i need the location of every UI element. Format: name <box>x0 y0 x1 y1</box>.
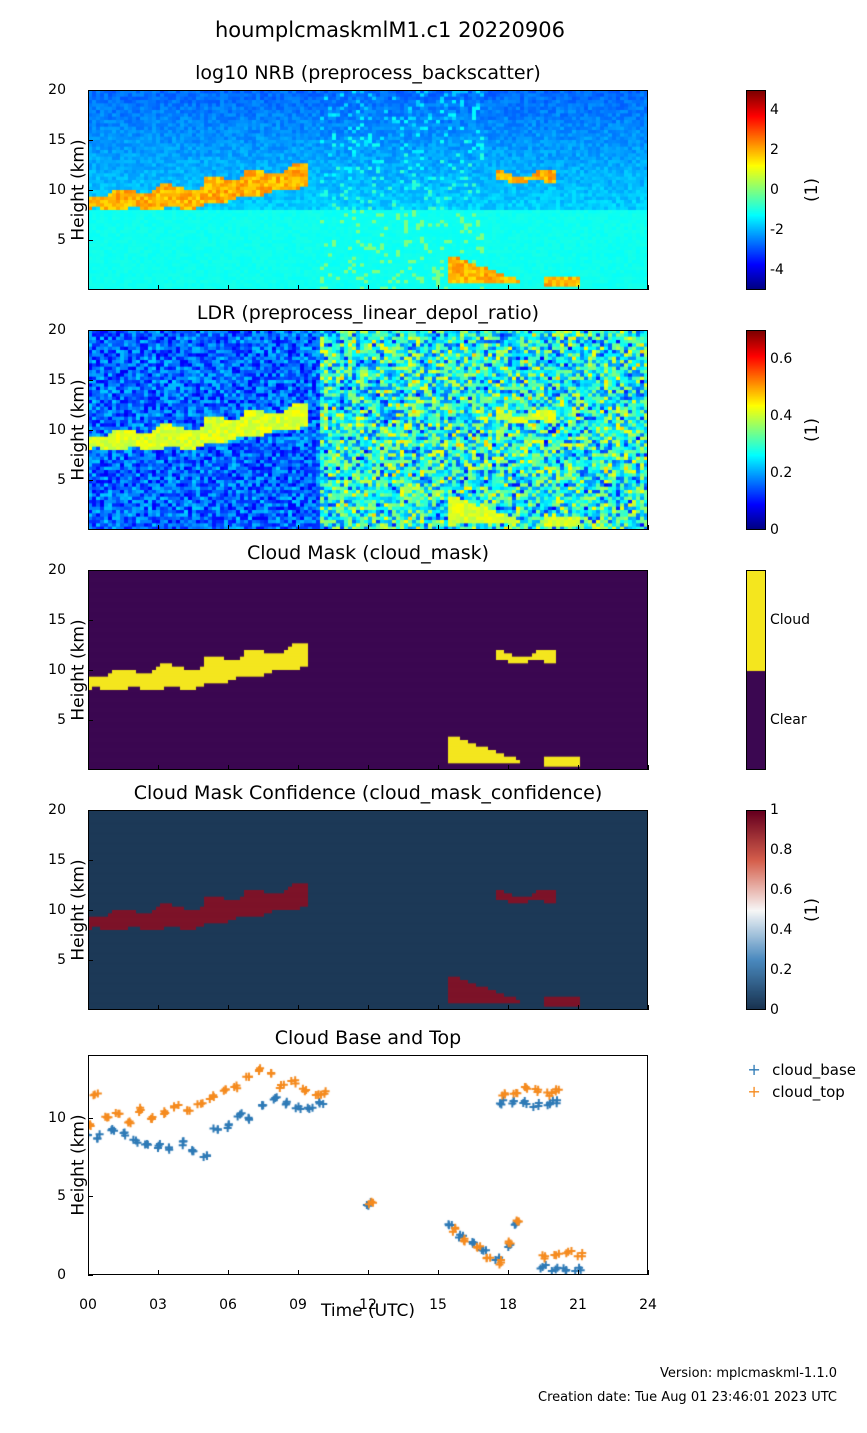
plot-canvas <box>88 570 648 770</box>
legend-label: cloud_base <box>772 1061 856 1079</box>
y-tick: 15 <box>48 852 66 868</box>
y-axis-label: Height (km) <box>69 379 89 480</box>
legend-marker-icon: + <box>746 1063 762 1077</box>
colorbar-tick: Clear <box>770 712 807 728</box>
y-tick: 10 <box>48 422 66 438</box>
panel-conf: Cloud Mask Confidence (cloud_mask_confid… <box>88 810 648 1010</box>
y-axis-label: Height (km) <box>69 859 89 960</box>
footer-version: Version: mplcmaskml-1.1.0 <box>660 1366 837 1381</box>
panel-basetop: Cloud Base and TopHeight (km)05100003060… <box>88 1055 648 1275</box>
colorbar-tick: 0.6 <box>770 882 792 898</box>
colorbar: CloudClear <box>746 570 766 770</box>
plot-area: Height (km)5101520(1)00.20.40.6 <box>88 330 648 530</box>
colorbar-tick: 0 <box>770 1002 779 1018</box>
plot-area: Height (km)5101520CloudClear <box>88 570 648 770</box>
y-tick: 5 <box>57 712 66 728</box>
y-tick: 10 <box>48 902 66 918</box>
colorbar-tick: 4 <box>770 102 779 118</box>
plot-canvas <box>88 90 648 290</box>
y-tick: 0 <box>57 1267 66 1283</box>
colorbar-tick: 0.2 <box>770 465 792 481</box>
colorbar-tick: 0 <box>770 182 779 198</box>
colorbar-tick: 0.2 <box>770 962 792 978</box>
y-tick: 15 <box>48 372 66 388</box>
panel-title: LDR (preprocess_linear_depol_ratio) <box>88 302 648 324</box>
colorbar: 00.20.40.6 <box>746 330 766 530</box>
colorbar: -4-2024 <box>746 90 766 290</box>
y-tick: 15 <box>48 132 66 148</box>
plot-canvas <box>88 330 648 530</box>
panel-nrb: log10 NRB (preprocess_backscatter)Height… <box>88 90 648 290</box>
plot-area: Height (km)5101520(1)00.20.40.60.81 <box>88 810 648 1010</box>
colorbar-label: (1) <box>802 178 822 202</box>
y-tick: 5 <box>57 232 66 248</box>
legend-marker-icon: + <box>746 1085 762 1099</box>
x-axis-label: Time (UTC) <box>88 1301 648 1321</box>
y-axis-label: Height (km) <box>69 619 89 720</box>
colorbar-tick: 1 <box>770 802 779 818</box>
panel-title: Cloud Base and Top <box>88 1027 648 1049</box>
colorbar-label: (1) <box>802 898 822 922</box>
colorbar-tick: 2 <box>770 142 779 158</box>
y-tick: 20 <box>48 82 66 98</box>
y-axis-label: Height (km) <box>69 1114 89 1215</box>
legend-item: + cloud_base <box>746 1061 856 1079</box>
colorbar-tick: -4 <box>770 262 784 278</box>
y-tick: 5 <box>57 952 66 968</box>
panel-title: Cloud Mask Confidence (cloud_mask_confid… <box>88 782 648 804</box>
y-tick: 10 <box>48 662 66 678</box>
colorbar-tick: -2 <box>770 222 784 238</box>
y-axis-label: Height (km) <box>69 139 89 240</box>
y-tick: 20 <box>48 322 66 338</box>
legend-item: + cloud_top <box>746 1083 856 1101</box>
panel-title: Cloud Mask (cloud_mask) <box>88 542 648 564</box>
legend-label: cloud_top <box>772 1083 845 1101</box>
y-tick: 10 <box>48 1110 66 1126</box>
panel-ldr: LDR (preprocess_linear_depol_ratio)Heigh… <box>88 330 648 530</box>
colorbar: 00.20.40.60.81 <box>746 810 766 1010</box>
y-tick: 5 <box>57 472 66 488</box>
plot-canvas <box>88 1055 648 1275</box>
y-tick: 10 <box>48 182 66 198</box>
page-title: houmplcmaskmlM1.c1 20220906 <box>0 18 780 42</box>
colorbar-tick: 0.4 <box>770 922 792 938</box>
plot-canvas <box>88 810 648 1010</box>
colorbar-tick: 0.4 <box>770 408 792 424</box>
colorbar-tick: Cloud <box>770 612 810 628</box>
y-tick: 5 <box>57 1188 66 1204</box>
colorbar-tick: 0.6 <box>770 351 792 367</box>
y-tick: 20 <box>48 562 66 578</box>
y-tick: 20 <box>48 802 66 818</box>
colorbar-tick: 0.8 <box>770 842 792 858</box>
panel-mask: Cloud Mask (cloud_mask)Height (km)510152… <box>88 570 648 770</box>
footer-creation: Creation date: Tue Aug 01 23:46:01 2023 … <box>538 1390 837 1405</box>
figure: houmplcmaskmlM1.c1 20220906 log10 NRB (p… <box>0 0 867 1433</box>
legend: + cloud_base + cloud_top <box>746 1061 856 1105</box>
plot-area: Height (km)5101520(1)-4-2024 <box>88 90 648 290</box>
colorbar-tick: 0 <box>770 522 779 538</box>
colorbar-label: (1) <box>802 418 822 442</box>
plot-area: Height (km)0510000306091215182124Time (U… <box>88 1055 648 1275</box>
y-tick: 15 <box>48 612 66 628</box>
panel-title: log10 NRB (preprocess_backscatter) <box>88 62 648 84</box>
